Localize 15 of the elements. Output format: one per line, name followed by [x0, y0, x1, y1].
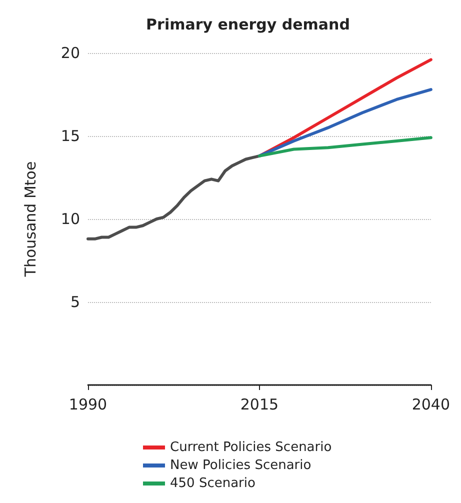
y-tick-label: 5 [70, 293, 80, 311]
line-series [86, 154, 261, 240]
y-tick-label: 10 [60, 210, 80, 228]
x-tick-label: 2015 [240, 396, 279, 414]
y-tick-label: 20 [60, 44, 80, 62]
legend-label: 450 Scenario [170, 476, 256, 491]
y-tick-label: 15 [60, 127, 80, 145]
x-tick-label: 1990 [68, 396, 108, 414]
y-axis-title: Thousand Mtoe [22, 161, 40, 278]
chart-title: Primary energy demand [146, 16, 350, 34]
line-series [258, 136, 432, 158]
x-tick-label: 2040 [412, 396, 450, 414]
legend-label: New Policies Scenario [170, 458, 312, 473]
line-series [258, 88, 432, 158]
legend-label: Current Policies Scenario [170, 440, 332, 455]
